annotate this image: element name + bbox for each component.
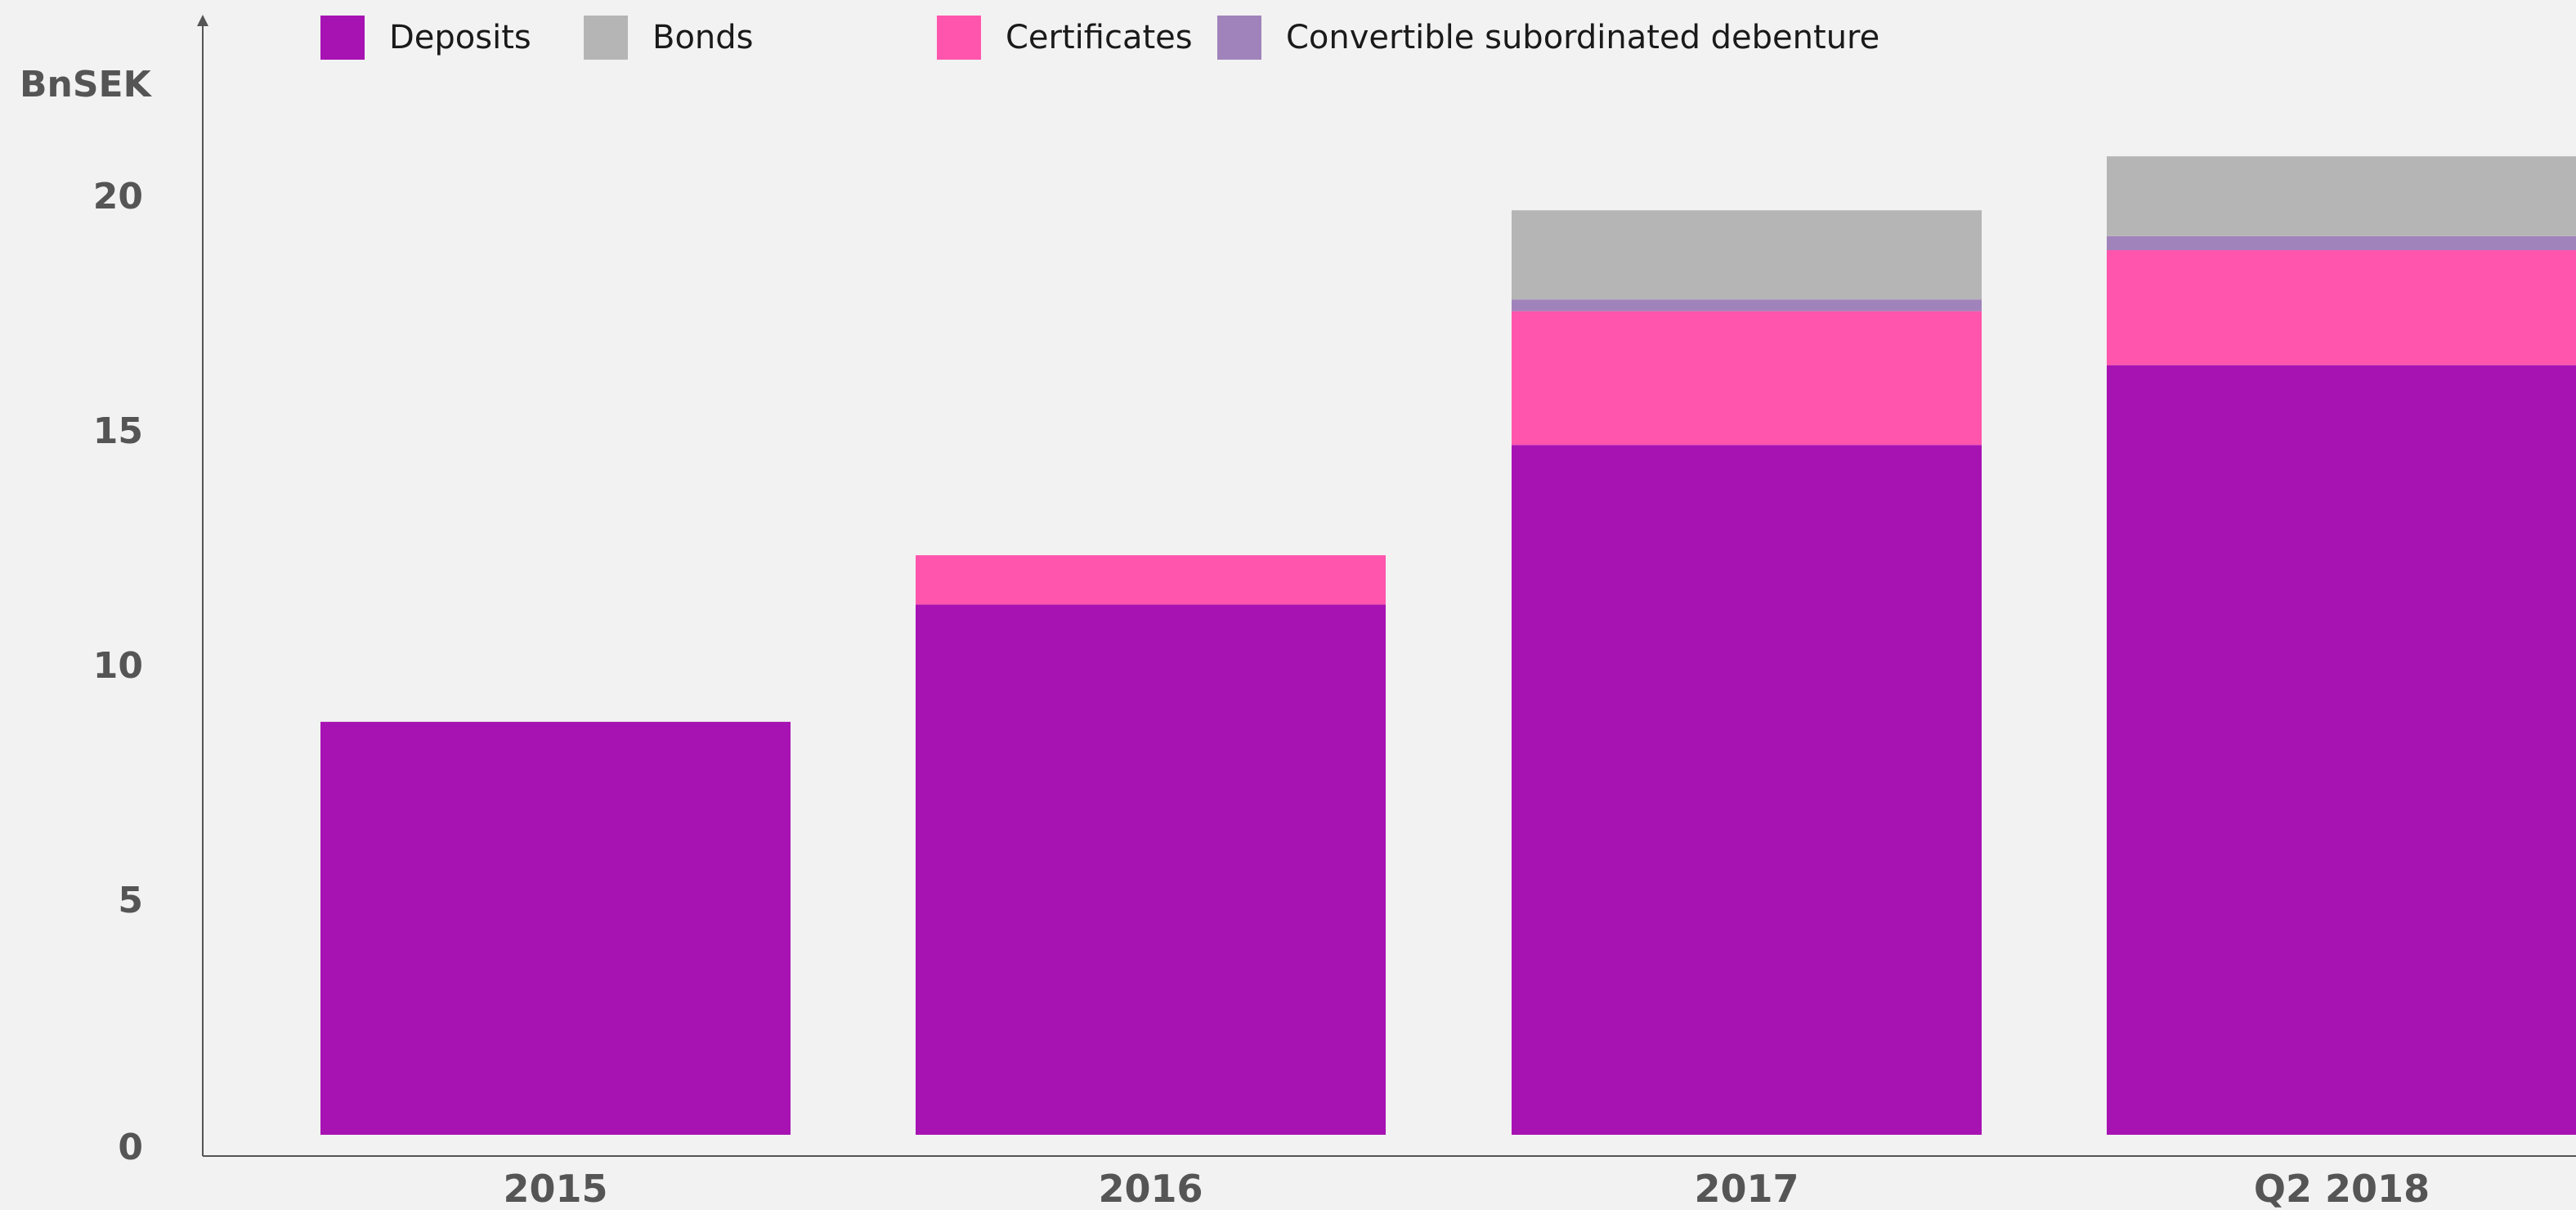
bar-2017-deposits bbox=[1512, 445, 1982, 1135]
legend-swatch-bonds bbox=[584, 16, 628, 60]
bar-2017-bonds bbox=[1512, 210, 1982, 300]
x-tick-label-q2-2018: Q2 2018 bbox=[2254, 1167, 2430, 1210]
y-tick-label-20: 20 bbox=[93, 176, 143, 217]
bar-2017-convertible bbox=[1512, 299, 1982, 311]
y-axis-label: BnSEK bbox=[20, 64, 151, 105]
legend-label-bonds: Bonds bbox=[652, 19, 754, 56]
bar-q2-2018-certificates bbox=[2107, 250, 2576, 365]
legend-label-certificates: Certificates bbox=[1006, 19, 1193, 56]
bar-2016-certificates bbox=[916, 555, 1386, 605]
bar-2015-deposits bbox=[320, 721, 791, 1135]
x-tick-label-2016: 2016 bbox=[1098, 1167, 1203, 1210]
legend-item-bonds: Bonds bbox=[584, 13, 754, 62]
legend-swatch-convertible bbox=[1217, 16, 1261, 60]
bar-q2-2018-deposits bbox=[2107, 365, 2576, 1135]
bar-q2-2018-bonds bbox=[2107, 156, 2576, 236]
legend-item-certificates: Certificates bbox=[937, 13, 1193, 62]
x-tick-label-2015: 2015 bbox=[503, 1167, 607, 1210]
y-tick-label-5: 5 bbox=[118, 880, 143, 921]
legend-label-deposits: Deposits bbox=[389, 19, 531, 56]
legend-label-convertible: Convertible subordinated debenture bbox=[1286, 19, 1880, 56]
bar-q2-2018-convertible bbox=[2107, 235, 2576, 251]
y-axis-arrow-icon bbox=[197, 15, 208, 26]
legend-item-deposits: Deposits bbox=[320, 13, 531, 62]
x-tick-label-2017: 2017 bbox=[1694, 1167, 1799, 1210]
legend-swatch-certificates bbox=[937, 16, 981, 60]
legend-item-convertible: Convertible subordinated debenture bbox=[1217, 13, 1879, 62]
legend-swatch-deposits bbox=[320, 16, 365, 60]
bar-2016-deposits bbox=[916, 604, 1386, 1135]
y-tick-label-15: 15 bbox=[93, 410, 143, 452]
y-tick-label-0: 0 bbox=[118, 1127, 143, 1168]
bar-2017-certificates bbox=[1512, 311, 1982, 446]
y-tick-label-10: 10 bbox=[93, 645, 143, 687]
